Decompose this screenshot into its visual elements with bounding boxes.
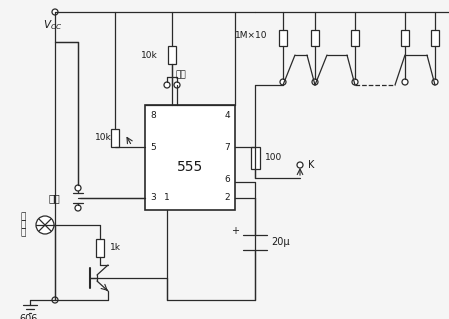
Text: 10k: 10k bbox=[141, 50, 158, 60]
Text: 1: 1 bbox=[164, 194, 170, 203]
Bar bbox=[168, 46, 176, 64]
Text: 20μ: 20μ bbox=[271, 237, 290, 247]
Circle shape bbox=[75, 205, 81, 211]
Circle shape bbox=[280, 79, 286, 85]
Text: 606.: 606. bbox=[19, 314, 41, 319]
Text: 1M×10: 1M×10 bbox=[235, 31, 268, 40]
Text: 启动: 启动 bbox=[48, 193, 60, 203]
Bar bbox=[96, 239, 104, 257]
Bar bbox=[251, 147, 260, 169]
Bar bbox=[311, 30, 319, 46]
Text: 示: 示 bbox=[20, 220, 26, 229]
Circle shape bbox=[297, 162, 303, 168]
Text: 3: 3 bbox=[150, 194, 156, 203]
Text: 5: 5 bbox=[150, 143, 156, 152]
Circle shape bbox=[432, 79, 438, 85]
Bar bbox=[351, 30, 359, 46]
Text: 灯: 灯 bbox=[20, 228, 26, 238]
Text: 指: 指 bbox=[20, 212, 26, 221]
Text: 2: 2 bbox=[224, 194, 230, 203]
Text: K: K bbox=[308, 160, 314, 170]
Circle shape bbox=[312, 79, 318, 85]
Text: 10k: 10k bbox=[95, 133, 112, 143]
Circle shape bbox=[174, 82, 180, 88]
Text: 8: 8 bbox=[150, 110, 156, 120]
Text: 1k: 1k bbox=[110, 243, 121, 253]
Circle shape bbox=[52, 9, 58, 15]
Text: +: + bbox=[231, 226, 239, 236]
Text: 强复: 强复 bbox=[175, 70, 186, 79]
Circle shape bbox=[164, 82, 170, 88]
Text: 6: 6 bbox=[224, 175, 230, 184]
Bar bbox=[401, 30, 409, 46]
Circle shape bbox=[52, 297, 58, 303]
Circle shape bbox=[352, 79, 358, 85]
Circle shape bbox=[402, 79, 408, 85]
Text: 555: 555 bbox=[177, 160, 203, 174]
Bar bbox=[279, 30, 287, 46]
Circle shape bbox=[75, 185, 81, 191]
Bar bbox=[431, 30, 439, 46]
Text: $V_{CC}$: $V_{CC}$ bbox=[43, 18, 62, 32]
Bar bbox=[111, 129, 119, 147]
Bar bbox=[145, 105, 235, 210]
Text: 4: 4 bbox=[224, 110, 230, 120]
Text: 7: 7 bbox=[224, 143, 230, 152]
Text: 100: 100 bbox=[265, 153, 282, 162]
Circle shape bbox=[36, 216, 54, 234]
